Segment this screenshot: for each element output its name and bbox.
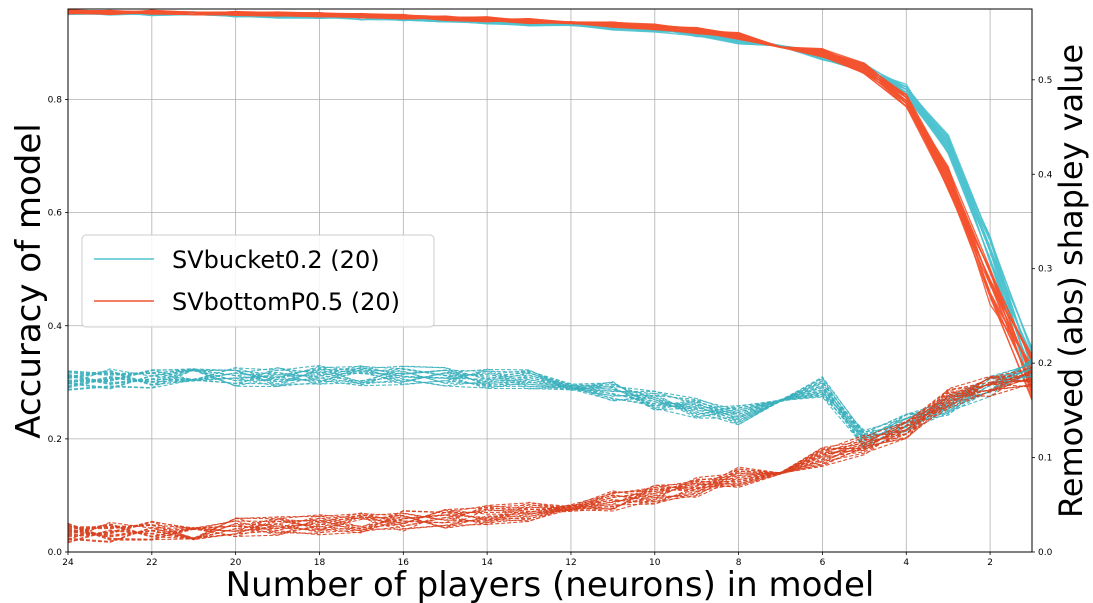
x-tick-label: 14 [481, 558, 493, 568]
x-tick-label: 18 [314, 558, 326, 568]
shapley-line-bottom [67, 371, 1033, 537]
accuracy-line-bottom [67, 11, 1033, 388]
shapley-line-bucket [67, 359, 1033, 436]
accuracy-line-bucket [67, 11, 1033, 391]
y-right-axis-label: Removed (abs) shapley value [1052, 44, 1090, 518]
accuracy-line-bottom [67, 11, 1033, 401]
x-axis-label: Number of players (neurons) in model [226, 565, 875, 603]
x-tick-label: 22 [146, 558, 157, 568]
shapley-line-bottom [67, 378, 1033, 541]
shapley-line-bottom [67, 380, 1033, 539]
shapley-series [67, 357, 1033, 544]
legend-label-bucket: SVbucket0.2 (20) [172, 246, 380, 274]
y-right-axis-ticks: 0.0 0.1 0.2 0.3 0.4 0.5 [1032, 76, 1053, 558]
x-axis-ticks: 24 22 20 18 16 14 12 10 8 6 4 2 [62, 552, 993, 568]
y-left-tick-label: 0.0 [48, 548, 63, 558]
shapley-line-bucket [67, 366, 1033, 448]
shapley-line-bottom [67, 366, 1033, 541]
plot-frame [67, 8, 1033, 553]
shapley-line-bucket [67, 370, 1033, 434]
y-right-tick-label: 0.2 [1038, 359, 1052, 369]
y-right-tick-label: 0.4 [1038, 170, 1053, 180]
legend-label-bottom: SVbottomP0.5 (20) [172, 288, 400, 316]
x-tick-label: 16 [398, 558, 410, 568]
y-left-tick-label: 0.4 [48, 322, 63, 332]
shapley-line-bottom [67, 385, 1033, 541]
x-tick-label: 12 [565, 558, 576, 568]
legend: SVbucket0.2 (20) SVbottomP0.5 (20) [81, 234, 435, 328]
x-tick-label: 8 [736, 558, 742, 568]
y-left-axis-ticks: 0.0 0.2 0.4 0.6 0.8 [48, 96, 68, 558]
shapley-line-bottom [68, 375, 1033, 532]
shapley-line-bucket [67, 361, 1033, 438]
accuracy-line-bottom [67, 10, 1033, 396]
accuracy-series [67, 9, 1033, 401]
y-left-tick-label: 0.2 [48, 435, 62, 445]
accuracy-line-bottom [67, 9, 1033, 393]
accuracy-line-bucket [67, 10, 1033, 386]
shapley-line-bottom [67, 379, 1033, 543]
accuracy-line-bottom [67, 9, 1033, 391]
x-tick-label: 2 [987, 558, 993, 568]
y-left-axis-label: Accuracy of model [9, 123, 49, 438]
x-tick-label: 20 [230, 558, 242, 568]
y-left-tick-label: 0.6 [48, 209, 63, 219]
shapley-line-bucket [67, 365, 1033, 433]
y-right-tick-label: 0.5 [1038, 76, 1052, 86]
x-tick-label: 10 [649, 558, 661, 568]
x-tick-label: 4 [903, 558, 909, 568]
accuracy-line-bottom [67, 9, 1033, 398]
shapley-line-bottom [67, 373, 1033, 544]
shapley-line-bottom [67, 367, 1033, 543]
accuracy-line-bucket [67, 11, 1033, 393]
shapley-line-bottom [67, 383, 1033, 540]
y-right-tick-label: 0.0 [1038, 548, 1053, 558]
shapley-line-bottom [67, 374, 1033, 543]
shapley-line-bucket [67, 362, 1033, 431]
y-right-tick-label: 0.3 [1038, 265, 1052, 275]
y-left-tick-label: 0.8 [48, 96, 63, 106]
shapley-line-bucket [67, 357, 1033, 435]
y-right-tick-label: 0.1 [1038, 454, 1052, 464]
shapley-line-bucket [67, 367, 1033, 437]
accuracy-line-bucket [67, 10, 1033, 388]
accuracy-line-bottom [67, 10, 1033, 381]
legend-box [81, 234, 435, 328]
shapley-line-bottom [67, 382, 1033, 538]
x-tick-label: 24 [62, 558, 74, 568]
accuracy-line-bottom [67, 10, 1033, 361]
accuracy-line-bottom [67, 10, 1033, 386]
x-tick-label: 6 [820, 558, 826, 568]
